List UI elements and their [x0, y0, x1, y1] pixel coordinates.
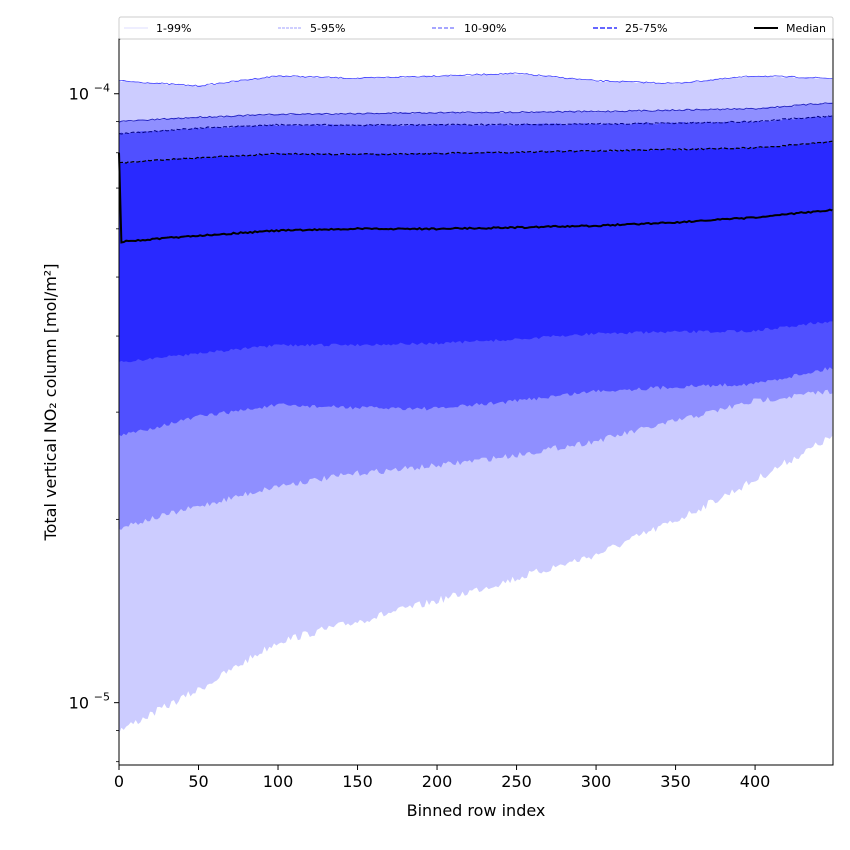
- x-axis: 0 50 100 150 200 250 300 350 400: [114, 765, 770, 791]
- legend-label: Median: [786, 22, 826, 35]
- x-tick-label: 0: [114, 772, 124, 791]
- upper-line-10-90%: [118, 115, 833, 135]
- x-tick-label: 300: [581, 772, 612, 791]
- legend-item-25-75%: 25-75%: [593, 22, 667, 35]
- x-tick-label: 100: [263, 772, 294, 791]
- legend-label: 1-99%: [156, 22, 191, 35]
- y-tick-label: 10: [69, 85, 89, 104]
- band-25-75%: [119, 141, 833, 363]
- legend-label: 10-90%: [464, 22, 506, 35]
- percentile-bands: [119, 72, 833, 734]
- x-tick-label: 350: [660, 772, 691, 791]
- legend-item-5-95%: 5-95%: [278, 22, 345, 35]
- legend-label: 25-75%: [625, 22, 667, 35]
- x-tick-label: 400: [740, 772, 771, 791]
- y-axis-label: Total vertical NO₂ column [mol/m²]: [41, 264, 60, 542]
- y-tick-exponent: −5: [94, 691, 110, 704]
- x-tick-label: 200: [422, 772, 453, 791]
- legend-item-10-90%: 10-90%: [432, 22, 506, 35]
- legend: 1-99% 5-95% 10-90% 25-75% Median: [118, 16, 834, 40]
- legend-item-1-99%: 1-99%: [124, 22, 191, 35]
- upper-line-5-95%: [118, 102, 833, 123]
- upper-line-1-99%: [118, 72, 833, 87]
- x-tick-label: 50: [188, 772, 208, 791]
- y-tick-exponent: −4: [94, 82, 110, 95]
- y-axis: 10 −5 10 −4: [69, 82, 119, 763]
- legend-box: [118, 16, 834, 40]
- percentile-lines: [118, 72, 833, 244]
- median-line: [118, 152, 833, 244]
- y-tick-label: 10: [69, 694, 89, 713]
- legend-label: 5-95%: [310, 22, 345, 35]
- x-tick-label: 250: [501, 772, 532, 791]
- x-axis-label: Binned row index: [407, 801, 546, 820]
- x-tick-label: 150: [342, 772, 373, 791]
- upper-line-25-75%: [118, 140, 833, 164]
- legend-item-Median: Median: [754, 22, 826, 35]
